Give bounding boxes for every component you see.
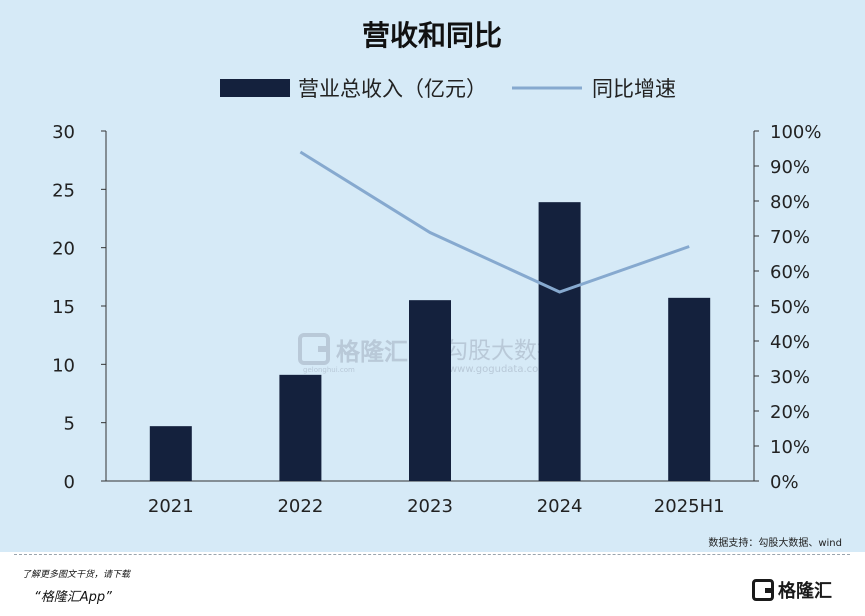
- legend-bar-label: 营业总收入（亿元）: [298, 77, 487, 101]
- footer-logo: 格隆汇: [752, 570, 852, 610]
- gelonghui-logo-icon: [752, 579, 774, 601]
- left-tick-label: 5: [64, 414, 75, 435]
- legend-line-label: 同比增速: [592, 77, 676, 101]
- footer-logo-text: 格隆汇: [778, 581, 832, 602]
- watermark-brand: 格隆汇: [336, 338, 408, 366]
- right-tick-label: 10%: [770, 437, 810, 458]
- left-tick-label: 20: [52, 239, 75, 260]
- left-tick-label: 25: [52, 180, 75, 201]
- left-axis-ticks: 0 5 10 15 20 25 30: [52, 122, 106, 493]
- right-tick-label: 80%: [770, 192, 810, 213]
- x-tick-label: 2024: [537, 496, 583, 517]
- right-tick-label: 30%: [770, 367, 810, 388]
- x-tick-label: 2025H1: [654, 496, 725, 517]
- yoy-growth-line: [299, 150, 690, 294]
- bar-2023: [409, 300, 451, 481]
- x-tick-label: 2021: [148, 496, 194, 517]
- right-tick-label: 50%: [770, 297, 810, 318]
- revenue-yoy-chart: 营收和同比 营业总收入（亿元） 同比增速 格隆汇 gelonghui.com 勾…: [52, 19, 842, 549]
- chart-title: 营收和同比: [362, 19, 502, 52]
- right-tick-label: 60%: [770, 262, 810, 283]
- bar-series: [149, 202, 711, 481]
- left-tick-label: 15: [52, 297, 75, 318]
- footer-promo-app: “格隆汇App”: [34, 590, 112, 605]
- right-axis-ticks: 0% 10% 20% 30% 40% 50% 60% 70% 80% 90% 100%: [754, 122, 821, 493]
- left-tick-label: 10: [52, 355, 75, 376]
- source-text: 数据支持：勾股大数据、wind: [708, 536, 842, 549]
- right-tick-label: 90%: [770, 157, 810, 178]
- right-tick-label: 0%: [770, 472, 799, 493]
- x-axis-labels: 2021 2022 2023 2024 2025H1: [148, 496, 725, 517]
- x-tick-label: 2022: [277, 496, 323, 517]
- bar-2021: [149, 426, 192, 481]
- watermark-brand-url: gelonghui.com: [303, 366, 355, 374]
- left-tick-label: 30: [52, 122, 75, 143]
- left-tick-label: 0: [64, 472, 75, 493]
- bar-2024: [538, 202, 581, 481]
- chart-panel: 营收和同比 营业总收入（亿元） 同比增速 格隆汇 gelonghui.com 勾…: [0, 0, 865, 552]
- watermark-logo-icon: [298, 333, 330, 365]
- bar-2022: [279, 374, 322, 481]
- right-tick-label: 70%: [770, 227, 810, 248]
- footer-promo-line: 了解更多图文干货，请下载: [22, 570, 131, 580]
- x-tick-label: 2023: [407, 496, 453, 517]
- right-tick-label: 40%: [770, 332, 810, 353]
- watermark-partner-url: www.gogudata.com: [449, 364, 548, 375]
- footer-divider: [14, 554, 850, 555]
- legend-bar-swatch: [220, 79, 290, 97]
- right-tick-label: 100%: [770, 122, 821, 143]
- right-tick-label: 20%: [770, 402, 810, 423]
- bar-2025H1: [668, 297, 711, 481]
